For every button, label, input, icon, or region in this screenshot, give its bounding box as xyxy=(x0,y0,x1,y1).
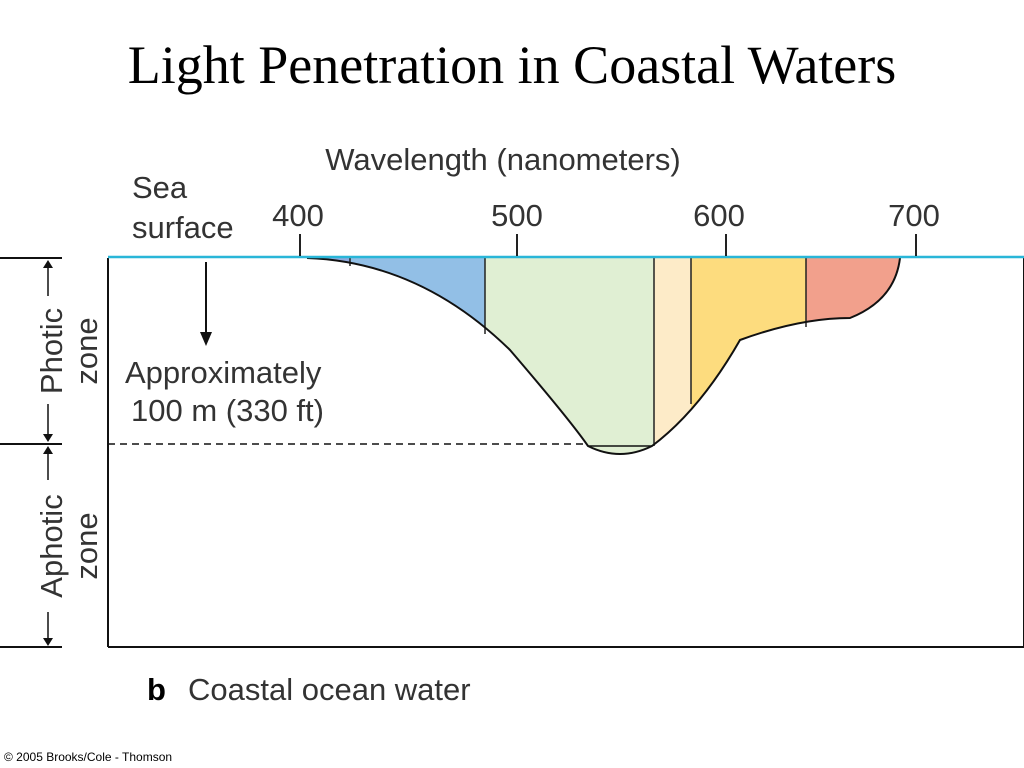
photic-zone-label-line2: zone xyxy=(69,317,104,384)
caption-text: Coastal ocean water xyxy=(188,672,471,707)
tick-label-500: 500 xyxy=(491,198,543,233)
caption-letter: b xyxy=(147,672,166,707)
sea-surface-label-line2: surface xyxy=(132,210,234,245)
copyright-credit: © 2005 Brooks/Cole - Thomson xyxy=(4,750,173,764)
depth-label-line1: Approximately xyxy=(125,355,322,390)
photic-zone-label-line1: Photic xyxy=(34,308,69,394)
sea-surface-label-line1: Sea xyxy=(132,170,188,205)
slide-title: Light Penetration in Coastal Waters xyxy=(127,35,897,95)
photic-zone-bracket: Photic zone xyxy=(34,260,104,442)
band-yellow xyxy=(691,258,806,454)
axis-title: Wavelength (nanometers) xyxy=(325,142,681,177)
aphotic-zone-label-line1: Aphotic xyxy=(34,494,69,597)
band-yellow-light xyxy=(654,258,691,454)
tick-label-600: 600 xyxy=(693,198,745,233)
wavelength-bands xyxy=(307,258,900,454)
aphotic-zone-label-line2: zone xyxy=(69,512,104,579)
zone-boundary-ticks xyxy=(0,257,62,648)
axis-ticks: 400 500 600 700 xyxy=(272,198,940,256)
depth-label-line2: 100 m (330 ft) xyxy=(131,393,324,428)
depth-arrow-head xyxy=(200,332,212,346)
tick-label-700: 700 xyxy=(888,198,940,233)
tick-label-400: 400 xyxy=(272,198,324,233)
band-green xyxy=(485,258,654,454)
aphotic-zone-bracket: Aphotic zone xyxy=(34,446,104,646)
penetration-curve xyxy=(306,257,901,455)
